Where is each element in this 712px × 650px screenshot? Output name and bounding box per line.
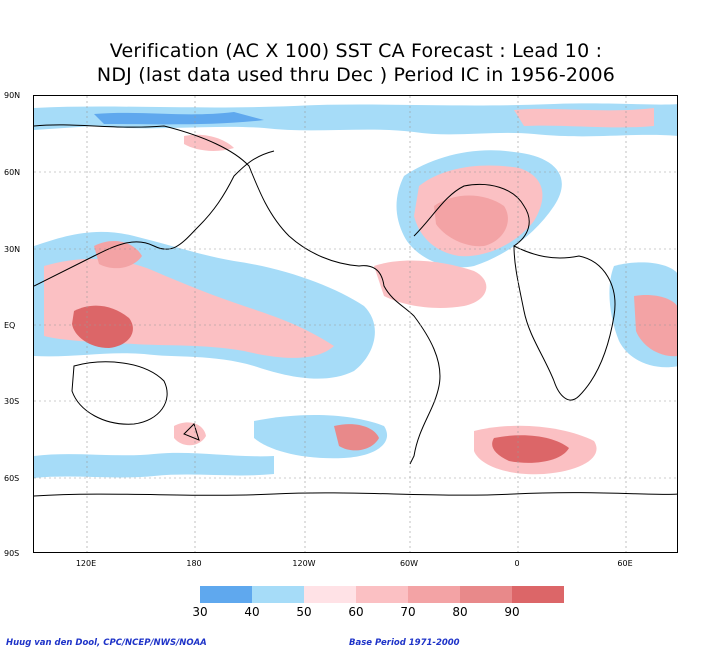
new-zealand-coast [183, 423, 200, 441]
scs-band-70 [94, 241, 142, 269]
legend-swatch-30-40 [200, 586, 252, 603]
legend-label-60: 60 [348, 605, 364, 619]
trop-atl-band-60 [374, 260, 487, 308]
legend-swatch-60-70 [356, 586, 408, 603]
legend-swatch-70-80 [408, 586, 460, 603]
coastlines [34, 124, 677, 497]
greenland-atlantic-coast [413, 183, 530, 247]
legend-label-30: 30 [192, 605, 208, 619]
chart-title-line-2: NDJ (last data used thru Dec ) Period IC… [96, 64, 616, 86]
legend-swatch-80-90 [460, 586, 512, 603]
antarctica-coast [34, 492, 677, 497]
asia-coast [34, 150, 275, 287]
sopac-band-80 [334, 424, 379, 451]
legend-swatch-50-60 [304, 586, 356, 603]
tasman-band-60 [174, 422, 206, 446]
lat-label-90n: 90N [4, 91, 21, 100]
lon-label-120w: 120W [292, 559, 316, 568]
chart-title-line-1: Verification (AC X 100) SST CA Forecast … [109, 40, 603, 62]
shading-indian-ocean [609, 262, 677, 368]
lat-label-eq: EQ [4, 321, 16, 330]
shading-tropical-atlantic [374, 260, 487, 308]
legend-swatch-40-50 [252, 586, 304, 603]
grid [34, 96, 677, 552]
map-frame [33, 95, 678, 553]
legend-swatch-90-plus [512, 586, 564, 603]
legend-label-50: 50 [296, 605, 312, 619]
color-legend-bar [200, 586, 564, 603]
legend-label-80: 80 [452, 605, 468, 619]
natl-band-70 [434, 195, 508, 247]
lat-label-60s: 60S [4, 474, 20, 483]
lat-label-30s: 30S [4, 397, 20, 406]
americas-coast [34, 124, 441, 465]
satl-band-90 [492, 435, 569, 463]
legend-label-70: 70 [400, 605, 416, 619]
base-period-note: Base Period 1971-2000 [349, 638, 460, 648]
bering-band-60 [184, 134, 234, 151]
shading-southern-ocean [34, 414, 597, 478]
io-band-70 [634, 295, 677, 357]
lon-label-180: 180 [186, 559, 202, 568]
lon-label-120e: 120E [75, 559, 97, 568]
world-map [34, 96, 677, 552]
lat-label-30n: 30N [4, 245, 21, 254]
legend-label-90: 90 [504, 605, 520, 619]
lat-label-90s: 90S [4, 549, 20, 558]
shading-west-pacific [34, 231, 375, 379]
africa-coast [513, 245, 616, 401]
australia-coast [71, 361, 168, 425]
arctic-band-30 [94, 112, 264, 125]
lon-label-0: 0 [514, 559, 520, 568]
lon-label-60w: 60W [399, 559, 419, 568]
author-credit: Huug van den Dool, CPC/NCEP/NWS/NOAA [6, 638, 207, 648]
so-band-40 [34, 452, 274, 478]
arctic-band-60 [514, 108, 654, 128]
legend-label-40: 40 [244, 605, 260, 619]
lat-label-60n: 60N [4, 168, 21, 177]
shading-north-atlantic [396, 150, 562, 268]
lon-label-60e: 60E [617, 559, 633, 568]
